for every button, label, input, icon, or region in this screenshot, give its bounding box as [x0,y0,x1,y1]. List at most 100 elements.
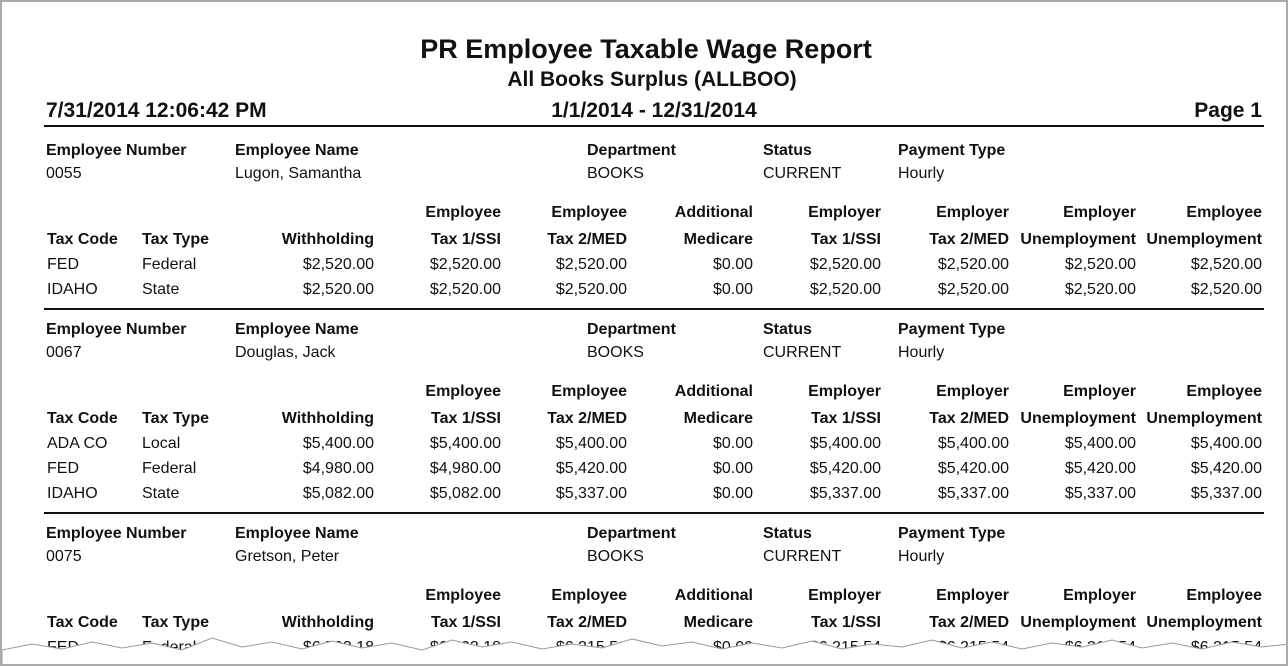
table-cell: $4,980.00 [302,460,374,477]
table-cell: $5,420.00 [1064,460,1136,477]
column-header: Medicare [683,614,753,631]
report-title: PR Employee Taxable Wage Report [420,34,872,64]
column-header: Additional [674,383,753,400]
printed-time: 7/31/2014 12:06:42 PM [46,99,267,122]
field-value: Lugon, Samantha [235,165,362,182]
column-header: Tax 2/MED [929,614,1009,631]
column-header: Tax Code [47,614,118,631]
table-cell: $5,400.00 [1190,435,1262,452]
table-cell: $0.00 [712,256,753,273]
column-header: Employer [936,587,1009,604]
column-header: Tax 1/SSI [431,231,501,248]
field-label: Payment Type [898,525,1006,542]
field-label: Payment Type [898,321,1006,338]
table-cell: $0.00 [712,281,753,298]
table-cell: $2,520.00 [429,281,501,298]
table-cell: $2,520.00 [429,256,501,273]
column-header: Employee [551,587,627,604]
table-cell: $5,400.00 [809,435,881,452]
report-subtitle: All Books Surplus (ALLBOO) [507,68,797,91]
field-value: 0055 [46,165,82,182]
table-cell: $5,082.00 [429,485,501,502]
column-header: Tax 2/MED [547,231,627,248]
field-label: Payment Type [898,142,1006,159]
field-label: Employee Name [235,525,359,542]
column-header: Tax 2/MED [929,410,1009,427]
table-cell: $5,082.00 [302,485,374,502]
field-value: BOOKS [587,548,644,565]
table-cell: $2,520.00 [1190,256,1262,273]
field-value: Hourly [898,165,945,182]
table-cell: $4,980.00 [429,460,501,477]
page-number: Page 1 [1194,99,1262,122]
column-header: Unemployment [1146,231,1262,248]
column-header: Additional [674,587,753,604]
field-label: Status [763,142,812,159]
column-header: Tax 1/SSI [431,410,501,427]
column-header: Tax Type [142,410,209,427]
table-cell: $2,520.00 [809,281,881,298]
column-header: Tax Type [142,614,209,631]
column-header: Employer [808,587,881,604]
table-cell: FED [47,460,79,477]
column-header: Tax Code [47,231,118,248]
field-label: Employee Name [235,321,359,338]
column-header: Withholding [281,231,374,248]
table-cell: $2,520.00 [555,281,627,298]
column-header: Employer [1063,204,1136,221]
table-cell: State [142,485,180,502]
column-header: Employee [551,204,627,221]
table-cell: $2,520.00 [1190,281,1262,298]
table-cell: $5,420.00 [937,460,1009,477]
table-cell: $5,420.00 [1190,460,1262,477]
table-cell: $2,520.00 [302,256,374,273]
field-label: Employee Number [46,142,187,159]
field-value: CURRENT [763,344,842,361]
table-cell: Local [142,435,181,452]
table-cell: $0.00 [712,485,753,502]
column-header: Employer [1063,587,1136,604]
column-header: Tax Code [47,410,118,427]
column-header: Medicare [683,231,753,248]
table-cell: $5,337.00 [937,485,1009,502]
column-header: Employee [425,383,501,400]
table-cell: IDAHO [47,485,98,502]
field-value: Douglas, Jack [235,344,336,361]
table-cell: $5,400.00 [555,435,627,452]
header-rule [44,125,1264,127]
column-header: Unemployment [1146,614,1262,631]
table-cell: $2,520.00 [809,256,881,273]
field-label: Department [587,142,676,159]
field-label: Department [587,321,676,338]
table-cell: $5,337.00 [1190,485,1262,502]
table-cell: $5,337.00 [809,485,881,502]
table-cell: $0.00 [712,435,753,452]
field-value: 0075 [46,548,82,565]
field-label: Status [763,525,812,542]
field-label: Employee Number [46,525,187,542]
table-cell: $5,400.00 [1064,435,1136,452]
column-header: Withholding [281,410,374,427]
table-cell: $0.00 [712,460,753,477]
column-header: Additional [674,204,753,221]
column-header: Employer [1063,383,1136,400]
column-header: Withholding [281,614,374,631]
table-cell: $5,400.00 [937,435,1009,452]
table-cell: $5,400.00 [429,435,501,452]
column-header: Employer [808,204,881,221]
column-header: Tax 2/MED [547,410,627,427]
column-header: Unemployment [1020,614,1136,631]
field-value: 0067 [46,344,82,361]
column-header: Tax 1/SSI [811,614,881,631]
table-cell: $2,520.00 [1064,281,1136,298]
column-header: Tax 2/MED [547,614,627,631]
table-cell: $5,337.00 [555,485,627,502]
column-header: Unemployment [1020,410,1136,427]
table-cell: IDAHO [47,281,98,298]
column-header: Tax 1/SSI [431,614,501,631]
table-cell: $5,420.00 [555,460,627,477]
field-label: Status [763,321,812,338]
column-header: Employer [936,204,1009,221]
column-header: Employer [936,383,1009,400]
